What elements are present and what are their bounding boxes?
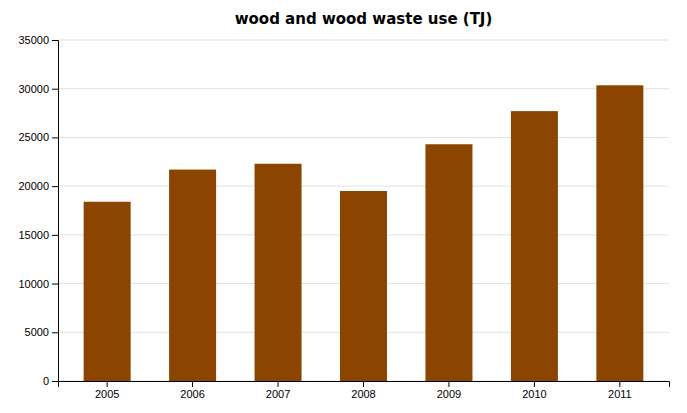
x-tick: 2011	[608, 381, 632, 400]
grid-line	[58, 137, 669, 138]
y-tick-mark	[52, 235, 58, 236]
x-tick-mark	[278, 381, 279, 387]
y-tick-label: 15000	[18, 229, 49, 241]
chart-svg: wood and wood waste use (TJ) 0 5000 10000 15…	[0, 0, 687, 413]
x-tick: 2009	[437, 381, 461, 400]
y-tick-label: 25000	[18, 131, 49, 143]
grid-line	[58, 40, 669, 41]
y-tick-mark	[52, 40, 58, 41]
x-tick-mark	[619, 381, 620, 387]
x-axis-line	[59, 382, 670, 388]
x-tick-label: 2007	[266, 388, 290, 400]
bar	[511, 111, 558, 381]
x-tick-mark	[107, 381, 108, 387]
x-tick-label: 2006	[180, 388, 204, 400]
y-axis: 0 5000 10000 15000 20000 25000 30000 35000	[18, 34, 58, 387]
y-tick-label: 30000	[18, 83, 49, 95]
y-tick-label: 0	[43, 375, 49, 387]
grid-line	[58, 186, 669, 187]
y-tick-mark	[52, 137, 58, 138]
bar	[425, 144, 472, 381]
bars	[84, 85, 644, 381]
bar	[169, 170, 216, 381]
grid	[58, 40, 669, 381]
chart-container: wood and wood waste use (TJ) 0 5000 10000 15…	[0, 0, 687, 413]
y-tick: 5000	[25, 326, 58, 338]
grid-line	[58, 88, 669, 89]
x-tick-mark	[192, 381, 193, 387]
y-tick-label: 10000	[18, 278, 49, 290]
title: wood and wood waste use (TJ)	[235, 10, 493, 28]
y-tick: 25000	[18, 131, 58, 143]
y-tick-mark	[52, 381, 58, 382]
y-tick-mark	[52, 186, 58, 187]
y-tick: 30000	[18, 83, 58, 95]
x-tick: 2006	[180, 381, 204, 400]
y-axis-line	[52, 41, 59, 382]
x-axis: 2005 2006 2007 2008 2009 2010 2011	[59, 381, 670, 400]
y-tick-mark	[52, 332, 58, 333]
x-tick-label: 2005	[95, 388, 119, 400]
y-tick: 10000	[18, 278, 58, 290]
y-tick-mark	[52, 89, 58, 90]
plot: 0500010000150002000025000300003500020052…	[18, 34, 669, 400]
y-tick-label: 20000	[18, 180, 49, 192]
bar	[340, 191, 387, 381]
y-tick: 35000	[18, 34, 58, 46]
y-tick-mark	[52, 284, 58, 285]
y-tick: 15000	[18, 229, 58, 241]
y-tick-label: 5000	[25, 326, 49, 338]
x-tick-mark	[534, 381, 535, 387]
y-tick: 0	[43, 375, 58, 387]
bar	[84, 202, 131, 381]
x-tick-mark	[448, 381, 449, 387]
x-tick: 2010	[522, 381, 546, 400]
x-tick: 2008	[351, 381, 375, 400]
bar	[596, 85, 643, 381]
y-tick: 20000	[18, 180, 58, 192]
x-tick: 2005	[95, 381, 119, 400]
x-tick-label: 2010	[522, 388, 546, 400]
x-tick-label: 2008	[351, 388, 375, 400]
x-tick: 2007	[266, 381, 290, 400]
x-tick-label: 2011	[608, 388, 632, 400]
x-tick-label: 2009	[437, 388, 461, 400]
bar	[255, 164, 302, 381]
x-tick-mark	[363, 381, 364, 387]
y-tick-label: 35000	[18, 34, 49, 46]
